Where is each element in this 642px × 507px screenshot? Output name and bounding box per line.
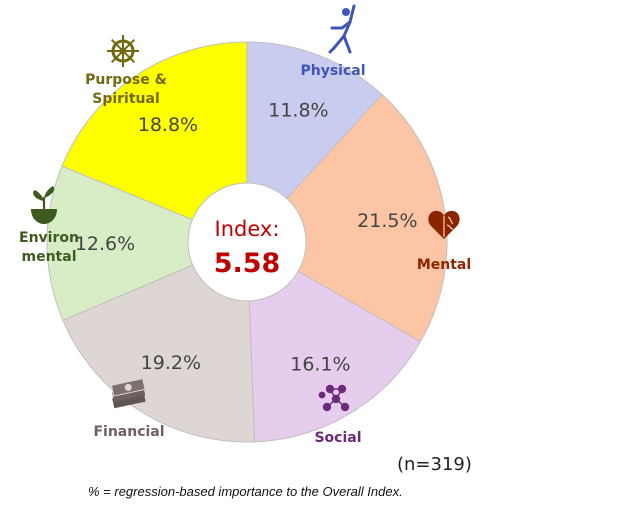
slice-percent-label: 21.5% <box>357 210 417 232</box>
slice-category-label: Social <box>314 430 361 446</box>
dharma-wheel-icon <box>107 35 139 67</box>
donut-hole <box>187 182 307 302</box>
slice-purposespiritual <box>61 41 248 243</box>
slice-percent-label: 12.6% <box>75 233 135 255</box>
footnote: % = regression-based importance to the O… <box>88 484 403 499</box>
slice-category-label: Purpose & Spiritual <box>85 72 167 107</box>
slice-category-label: Physical <box>300 63 365 79</box>
slice-percent-label: 18.8% <box>138 114 198 136</box>
plant-bowl-icon <box>31 186 57 224</box>
stretching-person-icon <box>328 4 356 54</box>
money-stack-icon <box>110 378 146 409</box>
slice-physical <box>246 41 383 244</box>
heart-brain-icon <box>428 210 460 239</box>
slice-environmental <box>46 165 249 321</box>
slice-financial <box>62 241 256 443</box>
index-label: Index: <box>215 217 280 241</box>
slice-category-label: Financial <box>93 424 164 440</box>
slice-percent-label: 19.2% <box>141 352 201 374</box>
slice-category-label: Environ mental <box>19 230 79 265</box>
slice-mental <box>246 93 448 343</box>
sample-size: (n=319) <box>397 454 472 475</box>
index-value: 5.58 <box>214 248 281 279</box>
slice-social <box>246 241 422 443</box>
donut-slices <box>46 41 448 443</box>
slice-category-label: Mental <box>417 257 471 273</box>
slice-percent-label: 16.1% <box>290 354 350 376</box>
slice-percent-labels: 11.8% 21.5% 16.1% 19.2% 12.6% 18.8% <box>75 100 418 376</box>
slice-category-labels: Physical Mental Social Financial Environ ment… <box>19 63 471 446</box>
donut-chart: Index: 5.58 11.8% 21.5% 16.1% 19.2% 12.6% 18.… <box>19 4 471 446</box>
people-network-icon <box>318 384 350 412</box>
slice-percent-label: 11.8% <box>268 100 328 122</box>
